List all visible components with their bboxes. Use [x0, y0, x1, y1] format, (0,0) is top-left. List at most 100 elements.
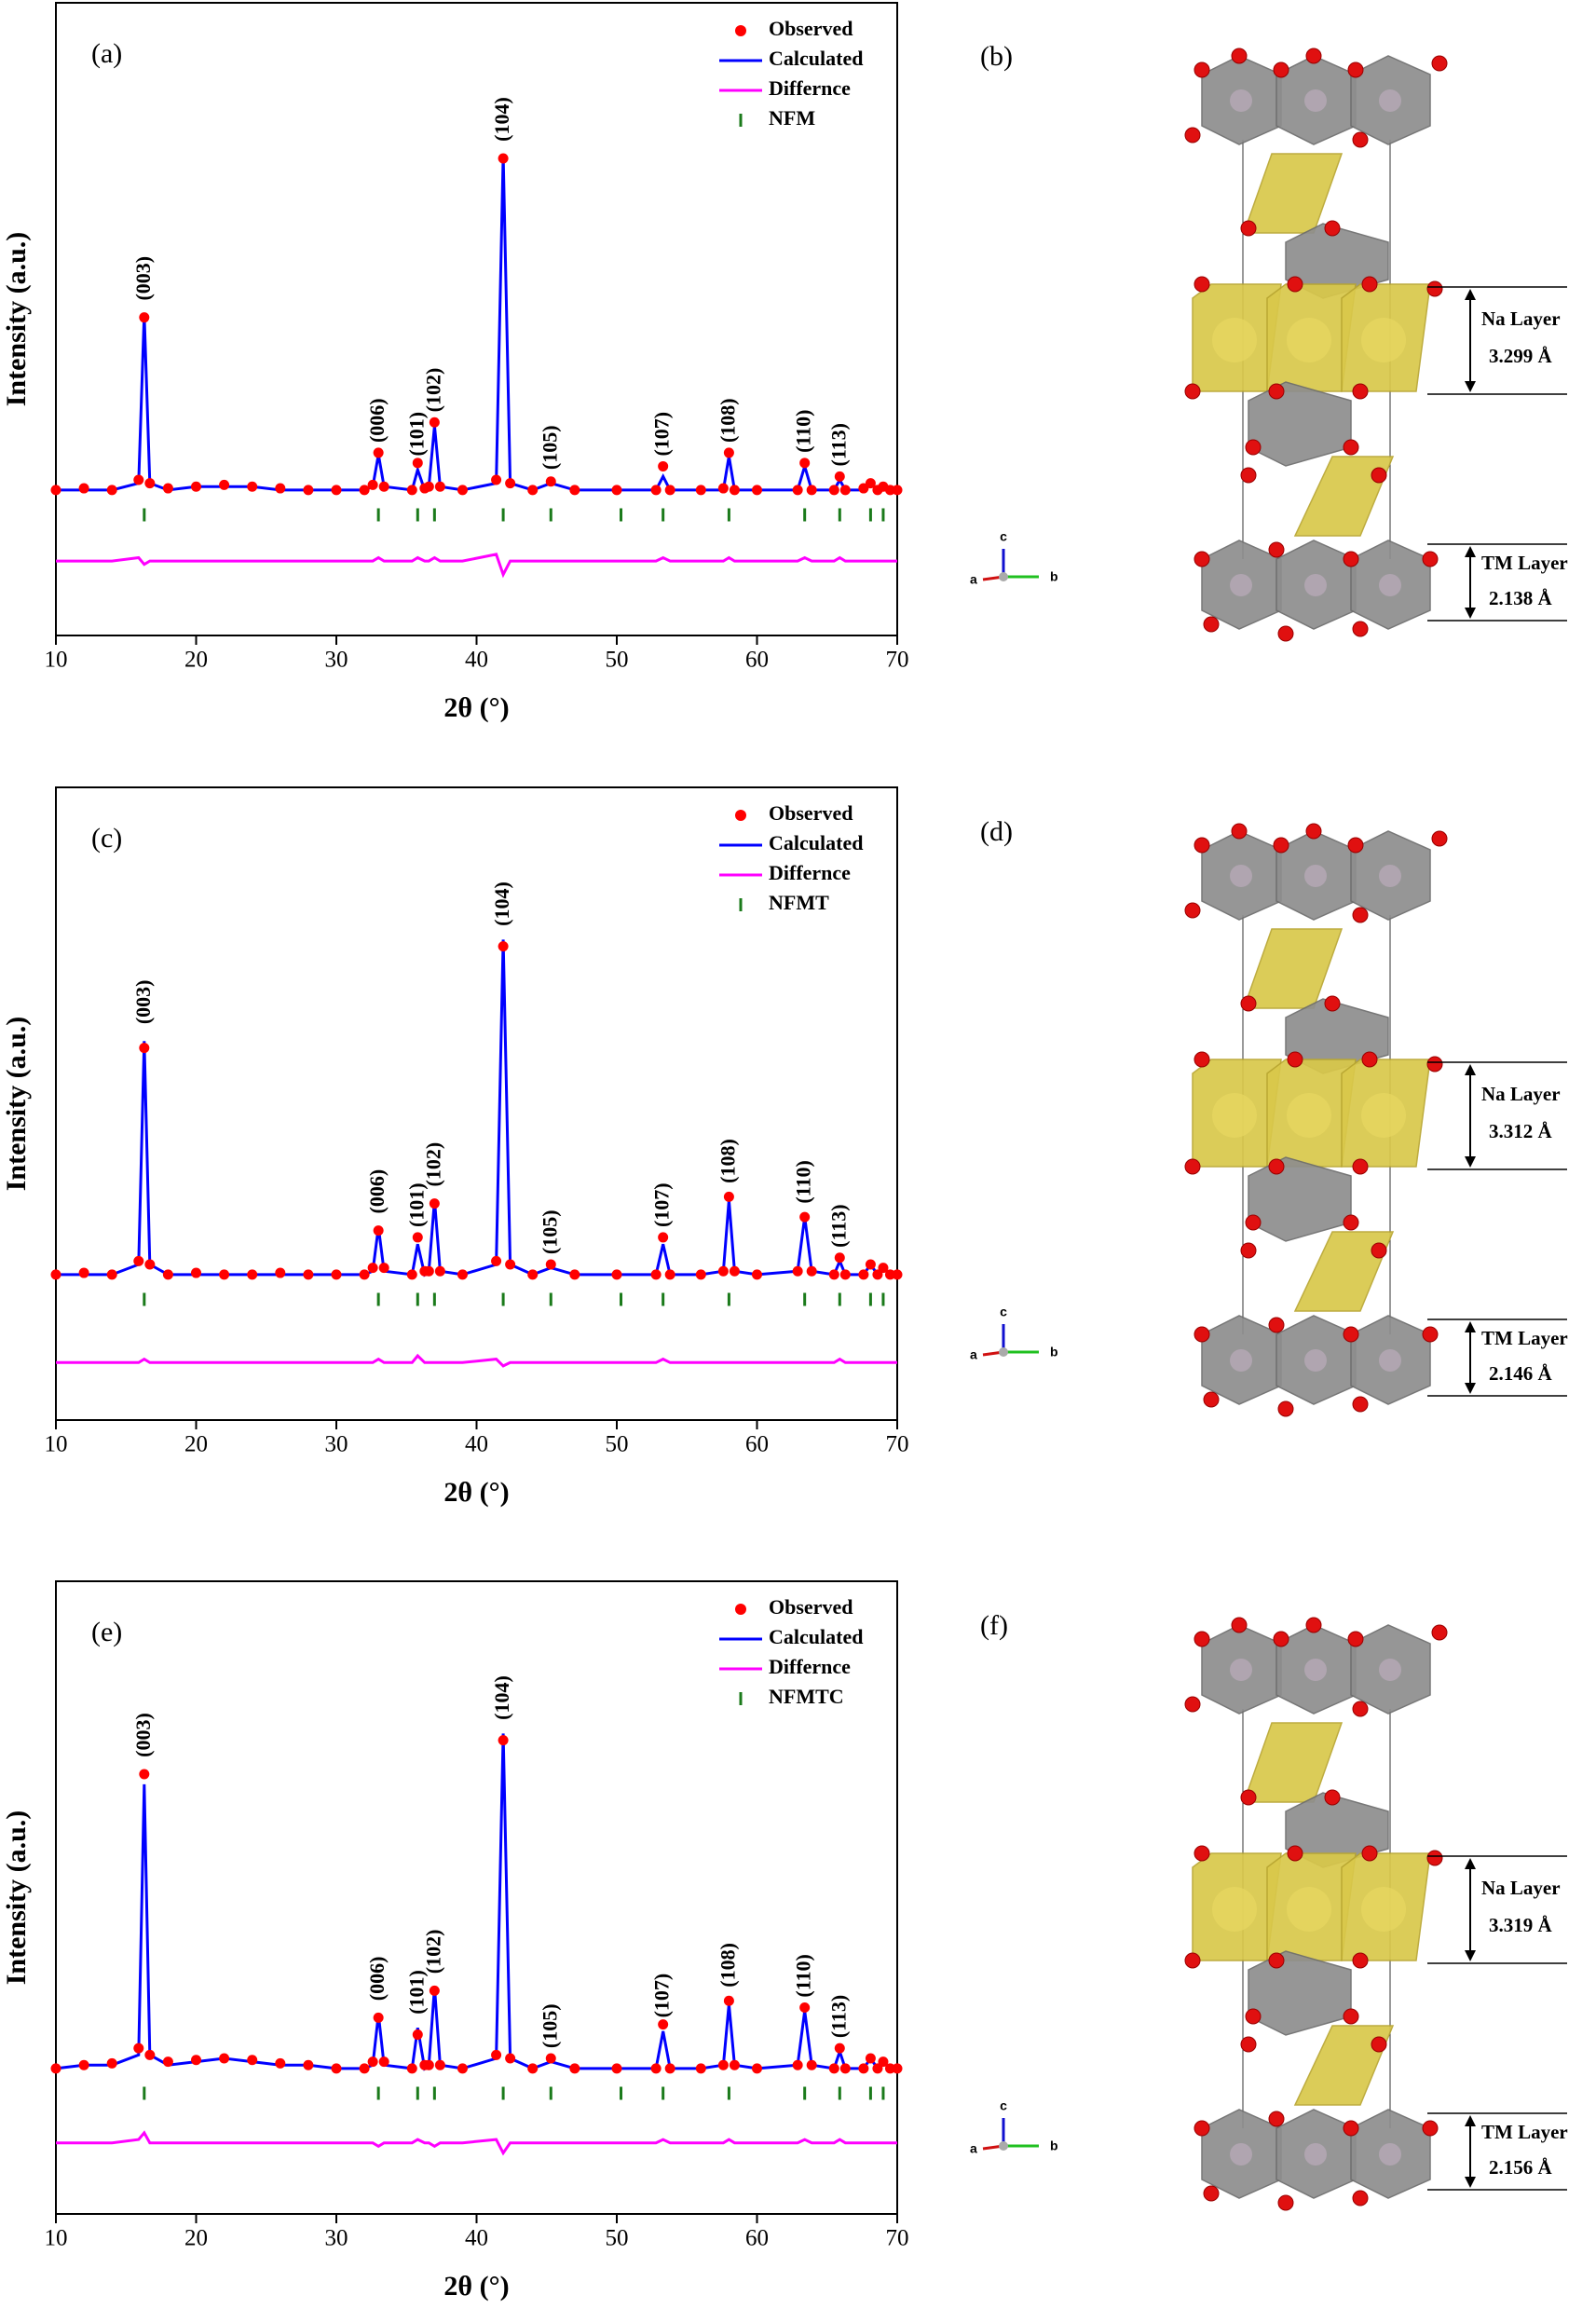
observed-point: [412, 1232, 423, 1243]
oxygen-ion: [1194, 551, 1210, 567]
tm-octahedron: [1285, 223, 1389, 299]
peak-label: (101): [404, 412, 428, 457]
observed-point: [884, 485, 895, 496]
legend-label: NFMT: [769, 891, 829, 914]
observed-point: [191, 1267, 201, 1278]
oxygen-ion: [1184, 1952, 1201, 1969]
observed-point: [858, 1269, 869, 1280]
x-axis-label: 2θ (°): [443, 1477, 509, 1508]
panel-label: (d): [980, 816, 1013, 847]
na-prism: [1242, 1722, 1344, 1803]
observed-point: [752, 1269, 762, 1280]
x-tick-label: 30: [325, 648, 348, 673]
arrow-head: [1465, 289, 1476, 300]
observed-point: [247, 2055, 258, 2066]
oxygen-ion: [1324, 995, 1341, 1012]
axis-label: c: [1000, 2098, 1007, 2113]
arrow-head: [1465, 2177, 1476, 2188]
peak-label: (101): [404, 1182, 428, 1227]
layer-label: Na Layer: [1481, 1877, 1561, 1899]
observed-point: [664, 485, 675, 496]
oxygen-ion: [1352, 1396, 1369, 1413]
oxygen-ion: [1352, 1158, 1369, 1175]
observed-point: [865, 1259, 876, 1270]
observed-point: [505, 478, 516, 489]
oxygen-ion: [1268, 2111, 1285, 2127]
peak-label: (006): [365, 1957, 389, 2002]
observed-point: [799, 2002, 811, 2014]
observed-point: [839, 2063, 851, 2074]
peak-label: (113): [826, 1995, 850, 2038]
observed-point: [729, 1265, 740, 1277]
oxygen-ion: [1203, 616, 1220, 633]
tm-ion: [1379, 1659, 1401, 1681]
observed-point: [658, 1232, 669, 1243]
axis-label: b: [1050, 1345, 1058, 1359]
observed-point: [569, 1269, 580, 1280]
tm-ion: [1304, 865, 1327, 887]
oxygen-ion: [1305, 823, 1322, 840]
layer-label: Na Layer: [1481, 1083, 1561, 1105]
y-axis-label: Intensity (a.u.): [1, 232, 32, 407]
oxygen-ion: [1422, 2120, 1439, 2137]
tm-ion: [1304, 574, 1327, 596]
legend-label: Differnce: [769, 76, 851, 100]
observed-point: [78, 2059, 89, 2070]
tm-ion: [1379, 865, 1401, 887]
observed-point: [275, 483, 286, 494]
peak-label: (113): [826, 423, 850, 466]
axis-origin: [999, 2141, 1008, 2151]
peak-label: (101): [404, 1970, 428, 2015]
crystal-structure: (b) Na Layer 3.299 Å TM Layer 2.138 Å a b c: [970, 41, 1568, 642]
layer-spacing: 2.156 Å: [1489, 2156, 1553, 2179]
oxygen-ion: [1184, 1158, 1201, 1175]
oxygen-ion: [1245, 2008, 1262, 2025]
observed-point: [106, 1269, 117, 1280]
observed-point: [144, 2049, 156, 2060]
observed-point: [569, 485, 580, 496]
peak-label: (107): [650, 1182, 674, 1227]
observed-point: [892, 485, 903, 496]
oxygen-ion: [1268, 1158, 1285, 1175]
peak-label: (003): [131, 1713, 155, 1757]
y-axis-label: Intensity (a.u.): [1, 1810, 32, 1986]
tm-octahedron: [1248, 1950, 1352, 2036]
axis-label: a: [970, 1347, 977, 1362]
observed-point: [378, 2056, 389, 2068]
peak-label: (108): [716, 398, 739, 443]
panel-label: (a): [91, 38, 122, 69]
na-ion: [1212, 1093, 1257, 1138]
tm-ion: [1230, 1659, 1252, 1681]
x-tick-label: 60: [745, 2226, 769, 2251]
oxygen-ion: [1240, 467, 1257, 484]
observed-point: [144, 1259, 156, 1270]
oxygen-ion: [1426, 280, 1443, 297]
oxygen-ion: [1277, 625, 1294, 642]
x-tick-label: 50: [606, 1432, 629, 1457]
na-ion: [1361, 318, 1406, 362]
observed-point: [412, 458, 423, 469]
oxygen-ion: [1347, 837, 1364, 854]
oxygen-ion: [1352, 383, 1369, 400]
oxygen-ion: [1184, 383, 1201, 400]
observed-point: [406, 485, 417, 496]
x-tick-label: 20: [184, 2226, 208, 2251]
tm-ion: [1379, 2143, 1401, 2166]
observed-point: [457, 485, 468, 496]
oxygen-ion: [1431, 1624, 1448, 1641]
panel-label: (c): [91, 823, 122, 854]
layer-spacing: 3.319 Å: [1489, 1914, 1553, 1936]
legend-label: Calculated: [769, 47, 863, 70]
observed-point: [884, 1269, 895, 1280]
observed-point: [373, 447, 384, 458]
oxygen-ion: [1203, 1391, 1220, 1408]
oxygen-ion: [1184, 127, 1201, 143]
tm-ion: [1304, 2143, 1327, 2166]
na-prism: [1293, 456, 1395, 537]
x-axis-label: 2θ (°): [443, 2271, 509, 2302]
observed-point: [872, 1269, 883, 1280]
oxygen-ion: [1203, 2185, 1220, 2202]
x-tick-label: 40: [465, 2226, 488, 2251]
arrow-head: [1465, 1383, 1476, 1394]
